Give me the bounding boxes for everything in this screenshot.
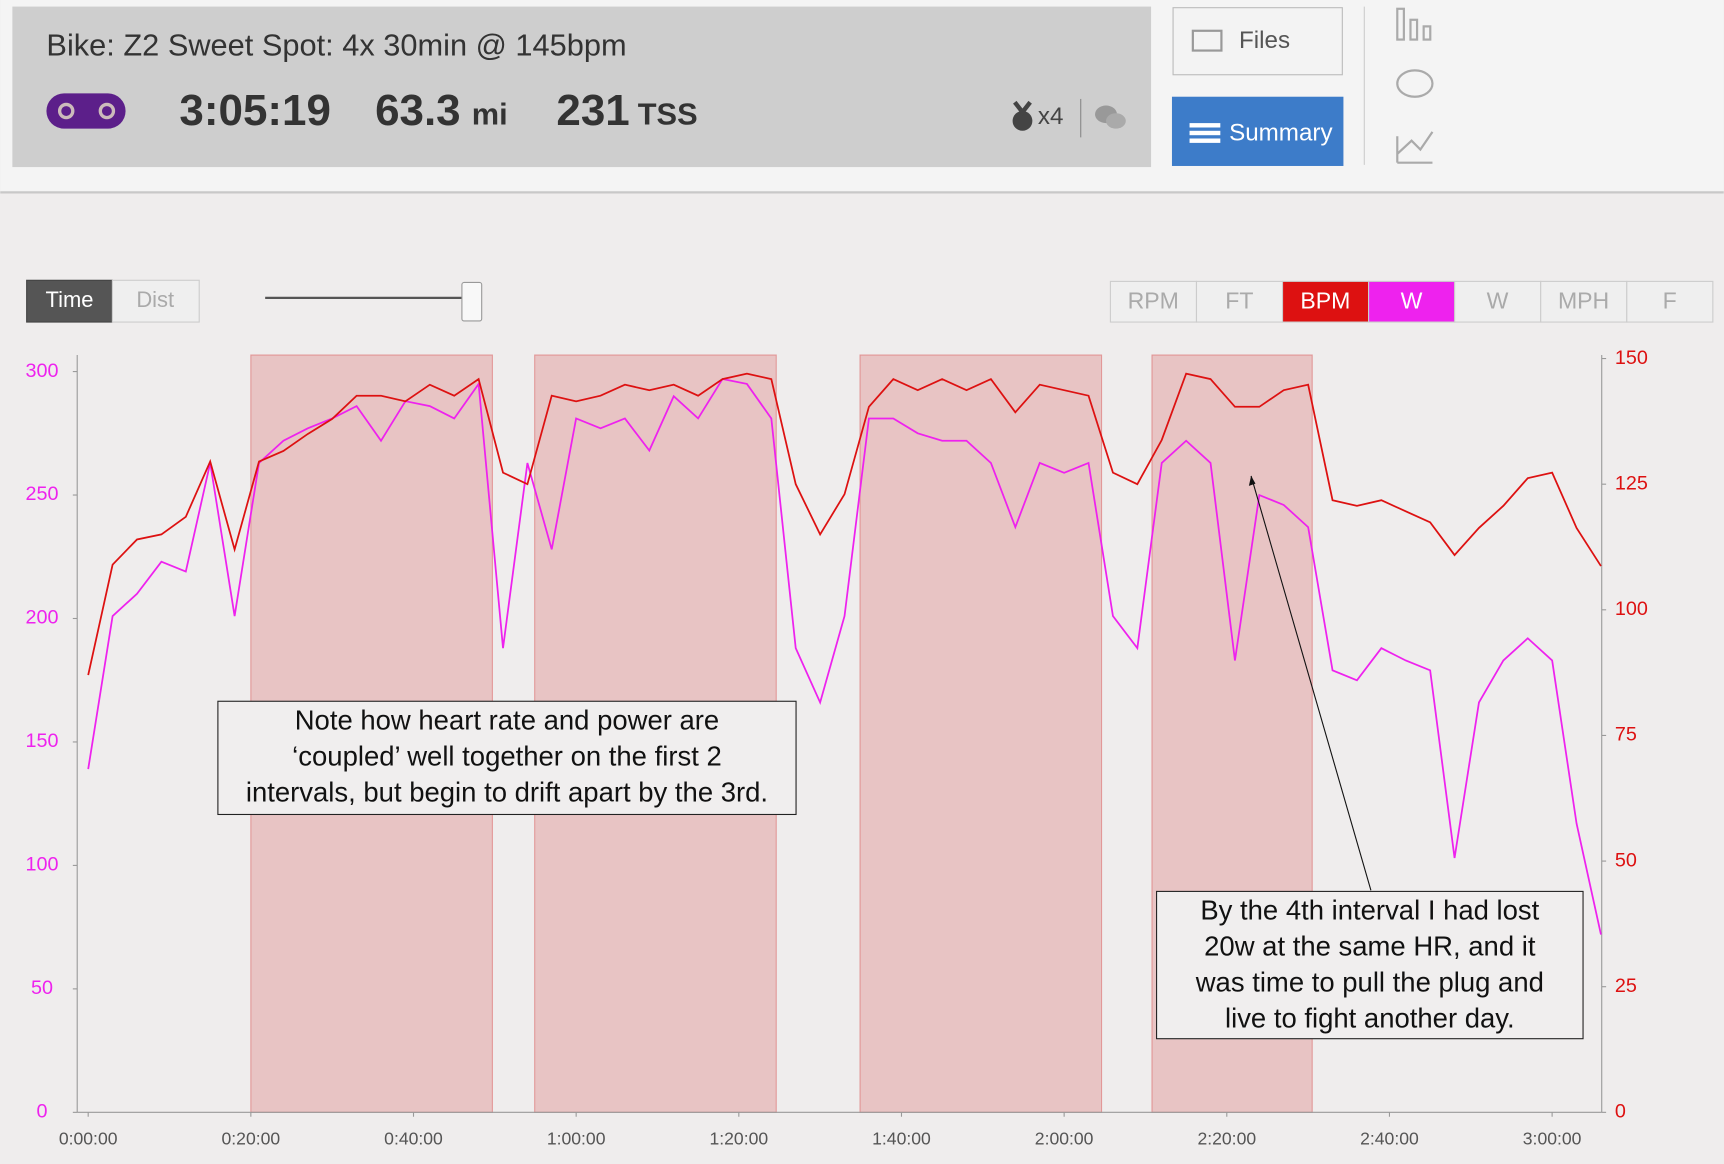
channel-label: F	[1663, 287, 1677, 313]
channel-button[interactable]	[1626, 280, 1714, 323]
x-tick-label: 0:40:00	[384, 1128, 443, 1148]
channel-label: RPM	[1128, 287, 1179, 313]
workout-card[interactable]	[12, 6, 1152, 168]
annotation-text: 20w at the same HR, and it	[1204, 930, 1536, 961]
summary-icon	[1189, 123, 1221, 128]
tss-unit: TSS	[638, 97, 698, 132]
files-button[interactable]	[1172, 7, 1343, 76]
badge-count: x4	[1038, 103, 1064, 130]
y-tick-label: 250	[26, 483, 59, 505]
y-tick-label: 150	[26, 730, 59, 752]
annotation-text: live to fight another day.	[1225, 1002, 1515, 1033]
interval-band	[859, 354, 1103, 1113]
x-tick-label: 1:40:00	[872, 1128, 931, 1148]
summary-icon	[1189, 138, 1221, 143]
y2-tick-label: 125	[1615, 472, 1648, 494]
annotation-box	[217, 700, 797, 816]
y2-tick-label: 150	[1615, 347, 1648, 369]
x-tick-label: 0:20:00	[222, 1128, 281, 1148]
y2-tick-label: 25	[1615, 975, 1637, 997]
files-icon	[1191, 29, 1223, 52]
annotation-arrowhead	[1248, 475, 1256, 486]
channel-label: W	[1487, 287, 1509, 313]
channel-label: W	[1401, 287, 1423, 313]
annotation-arrow	[1250, 475, 1372, 891]
series-line	[87, 378, 1602, 935]
annotation-text: ‘coupled’ well together on the first 2	[292, 740, 722, 771]
duration: 3:05:19	[179, 86, 331, 135]
y2-tick-label: 50	[1615, 849, 1637, 871]
tss: 231	[556, 86, 629, 135]
channel-button[interactable]	[1109, 280, 1198, 323]
x-tick-label: 2:00:00	[1035, 1128, 1094, 1148]
zoom-slider-handle[interactable]	[461, 281, 483, 322]
annotation-text: was time to pull the plug and	[1195, 966, 1544, 997]
medal-icon[interactable]	[1012, 111, 1033, 131]
comment-icon-back	[1106, 113, 1126, 129]
medal-ribbon	[1013, 100, 1032, 116]
x-tick-label: 3:00:00	[1523, 1128, 1582, 1148]
summary-icon	[1189, 130, 1221, 136]
distance-unit: mi	[472, 97, 508, 132]
x-tick-label: 1:00:00	[547, 1128, 606, 1148]
annotation-text: Note how heart rate and power are	[295, 704, 720, 735]
channel-button[interactable]	[1368, 280, 1456, 323]
y-tick-label: 200	[26, 607, 59, 629]
y2-tick-label: 0	[1615, 1101, 1626, 1123]
files-label: Files	[1239, 27, 1290, 54]
annotation-text: intervals, but begin to drift apart by t…	[246, 776, 768, 807]
channel-button[interactable]	[1454, 280, 1542, 323]
bike-icon	[46, 93, 126, 129]
channel-button[interactable]	[1540, 280, 1628, 323]
time-toggle-label: Time	[46, 287, 94, 312]
y-tick-label: 50	[31, 977, 53, 999]
channel-label: BPM	[1300, 287, 1350, 313]
series-line	[87, 372, 1602, 676]
x-tick-label: 1:20:00	[709, 1128, 768, 1148]
dist-toggle[interactable]	[111, 279, 200, 323]
x-tick-label: 2:40:00	[1360, 1128, 1419, 1148]
channel-label: MPH	[1558, 287, 1609, 313]
channel-button[interactable]	[1281, 280, 1370, 323]
distance: 63.3	[375, 86, 461, 135]
y2-tick-label: 75	[1615, 724, 1637, 746]
y-tick-label: 300	[26, 360, 59, 382]
time-toggle[interactable]	[26, 279, 113, 323]
y-tick-label: 100	[26, 854, 59, 876]
annotation-box	[1156, 890, 1584, 1040]
y-tick-label: 0	[37, 1101, 48, 1123]
dist-toggle-label: Dist	[136, 287, 174, 312]
x-tick-label: 2:20:00	[1197, 1128, 1256, 1148]
annotation-text: By the 4th interval I had lost	[1200, 895, 1539, 926]
workout-title: Bike: Z2 Sweet Spot: 4x 30min @ 145bpm	[46, 27, 626, 62]
chart: 0 50 100 150 200 250 300 0 25 50 75 100 125 150 0:00:0…	[26, 347, 1648, 1149]
x-tick-label: 0:00:00	[59, 1128, 118, 1148]
side-icons[interactable]	[1396, 7, 1434, 164]
bike-icon-link	[57, 102, 75, 120]
summary-label: Summary	[1229, 119, 1333, 146]
y2-tick-label: 100	[1615, 598, 1648, 620]
channel-buttons: RPM FT BPM W W MPH F	[1109, 280, 1714, 323]
bike-icon-link	[98, 102, 116, 120]
channel-label: FT	[1225, 287, 1253, 313]
